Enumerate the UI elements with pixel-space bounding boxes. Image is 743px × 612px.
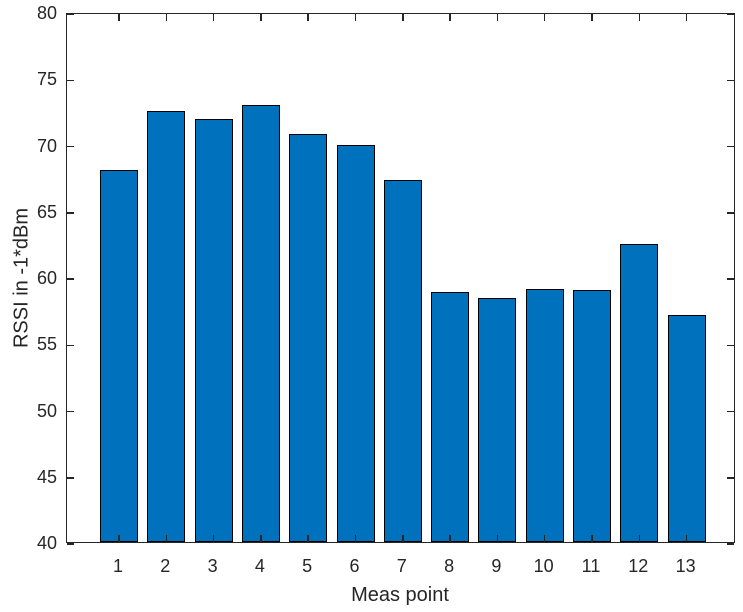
x-tick-label: 3	[207, 556, 218, 576]
y-tick-label: 40	[36, 533, 57, 553]
x-tick-mark-bottom	[212, 535, 215, 542]
x-tick-mark-top	[591, 14, 593, 21]
bar-5	[289, 133, 328, 542]
x-tick-label: 5	[302, 556, 313, 576]
y-tick-mark-right	[727, 79, 734, 81]
x-tick-label: 12	[628, 556, 649, 576]
bar-9	[478, 298, 517, 542]
plot-area	[66, 13, 735, 545]
y-tick-mark-left	[67, 543, 74, 545]
x-tick-label: 6	[349, 556, 360, 576]
y-tick-mark-right	[727, 543, 734, 545]
x-tick-mark-top	[543, 14, 546, 21]
x-tick-mark-top	[260, 14, 262, 21]
x-tick-label: 2	[160, 556, 171, 576]
y-tick-mark-left	[67, 344, 74, 346]
x-tick-mark-bottom	[402, 535, 404, 542]
bar-13	[667, 315, 706, 542]
x-tick-mark-top	[449, 14, 451, 21]
bar-10	[525, 288, 564, 542]
x-tick-mark-bottom	[354, 535, 357, 542]
x-tick-mark-top	[496, 14, 499, 21]
y-tick-mark-right	[727, 145, 734, 148]
x-tick-mark-bottom	[685, 535, 688, 542]
x-tick-mark-top	[165, 14, 168, 21]
x-tick-mark-bottom	[118, 535, 120, 542]
bar-2	[147, 111, 186, 542]
x-tick-mark-top	[307, 14, 309, 21]
x-tick-mark-bottom	[638, 535, 641, 542]
y-tick-mark-right	[727, 344, 734, 346]
x-tick-mark-bottom	[260, 535, 262, 542]
y-tick-mark-left	[67, 13, 74, 15]
y-tick-mark-left	[67, 477, 74, 479]
y-tick-mark-left	[67, 410, 74, 413]
y-tick-label: 60	[36, 268, 57, 288]
y-tick-mark-right	[727, 410, 734, 413]
x-tick-mark-top	[212, 14, 215, 21]
y-tick-label: 75	[36, 69, 57, 90]
bar-6	[336, 144, 375, 542]
x-tick-label: 9	[491, 556, 502, 576]
x-tick-label: 4	[254, 556, 265, 576]
y-tick-mark-right	[727, 477, 734, 479]
y-axis-title: RSSI in -1*dBm	[10, 207, 33, 349]
bar-1	[100, 169, 138, 542]
y-tick-label: 65	[36, 201, 57, 222]
x-tick-mark-bottom	[307, 535, 309, 542]
x-axis-title: Meas point	[351, 584, 449, 606]
y-tick-label: 55	[36, 334, 57, 355]
y-tick-mark-right	[727, 212, 734, 214]
bar-12	[620, 243, 659, 542]
bar-8	[431, 291, 470, 542]
y-tick-mark-left	[67, 278, 74, 280]
y-tick-label: 45	[36, 466, 57, 487]
x-tick-mark-bottom	[591, 535, 593, 542]
y-tick-mark-left	[67, 145, 74, 148]
x-tick-mark-top	[638, 14, 641, 21]
x-tick-mark-top	[118, 14, 120, 21]
bar-7	[383, 180, 422, 542]
y-tick-mark-left	[67, 79, 74, 81]
y-tick-label: 70	[36, 135, 57, 156]
x-tick-mark-top	[685, 14, 688, 21]
x-tick-label: 11	[581, 556, 601, 576]
y-tick-mark-right	[727, 278, 734, 280]
bar-11	[573, 290, 611, 542]
x-tick-mark-bottom	[543, 535, 546, 542]
y-tick-label: 80	[36, 3, 57, 23]
x-tick-mark-bottom	[165, 535, 168, 542]
x-tick-mark-top	[354, 14, 357, 21]
x-tick-label: 7	[396, 556, 407, 576]
x-tick-mark-bottom	[496, 535, 499, 542]
x-tick-label: 13	[675, 556, 696, 576]
y-tick-mark-right	[727, 13, 734, 15]
x-tick-label: 8	[444, 556, 455, 576]
bar-4	[241, 104, 280, 542]
x-tick-label: 10	[533, 556, 554, 576]
x-tick-mark-top	[402, 14, 404, 21]
y-tick-mark-left	[67, 212, 74, 214]
bar-3	[194, 119, 233, 542]
x-tick-mark-bottom	[449, 535, 451, 542]
x-tick-label: 1	[112, 556, 124, 576]
y-tick-label: 50	[36, 400, 57, 421]
